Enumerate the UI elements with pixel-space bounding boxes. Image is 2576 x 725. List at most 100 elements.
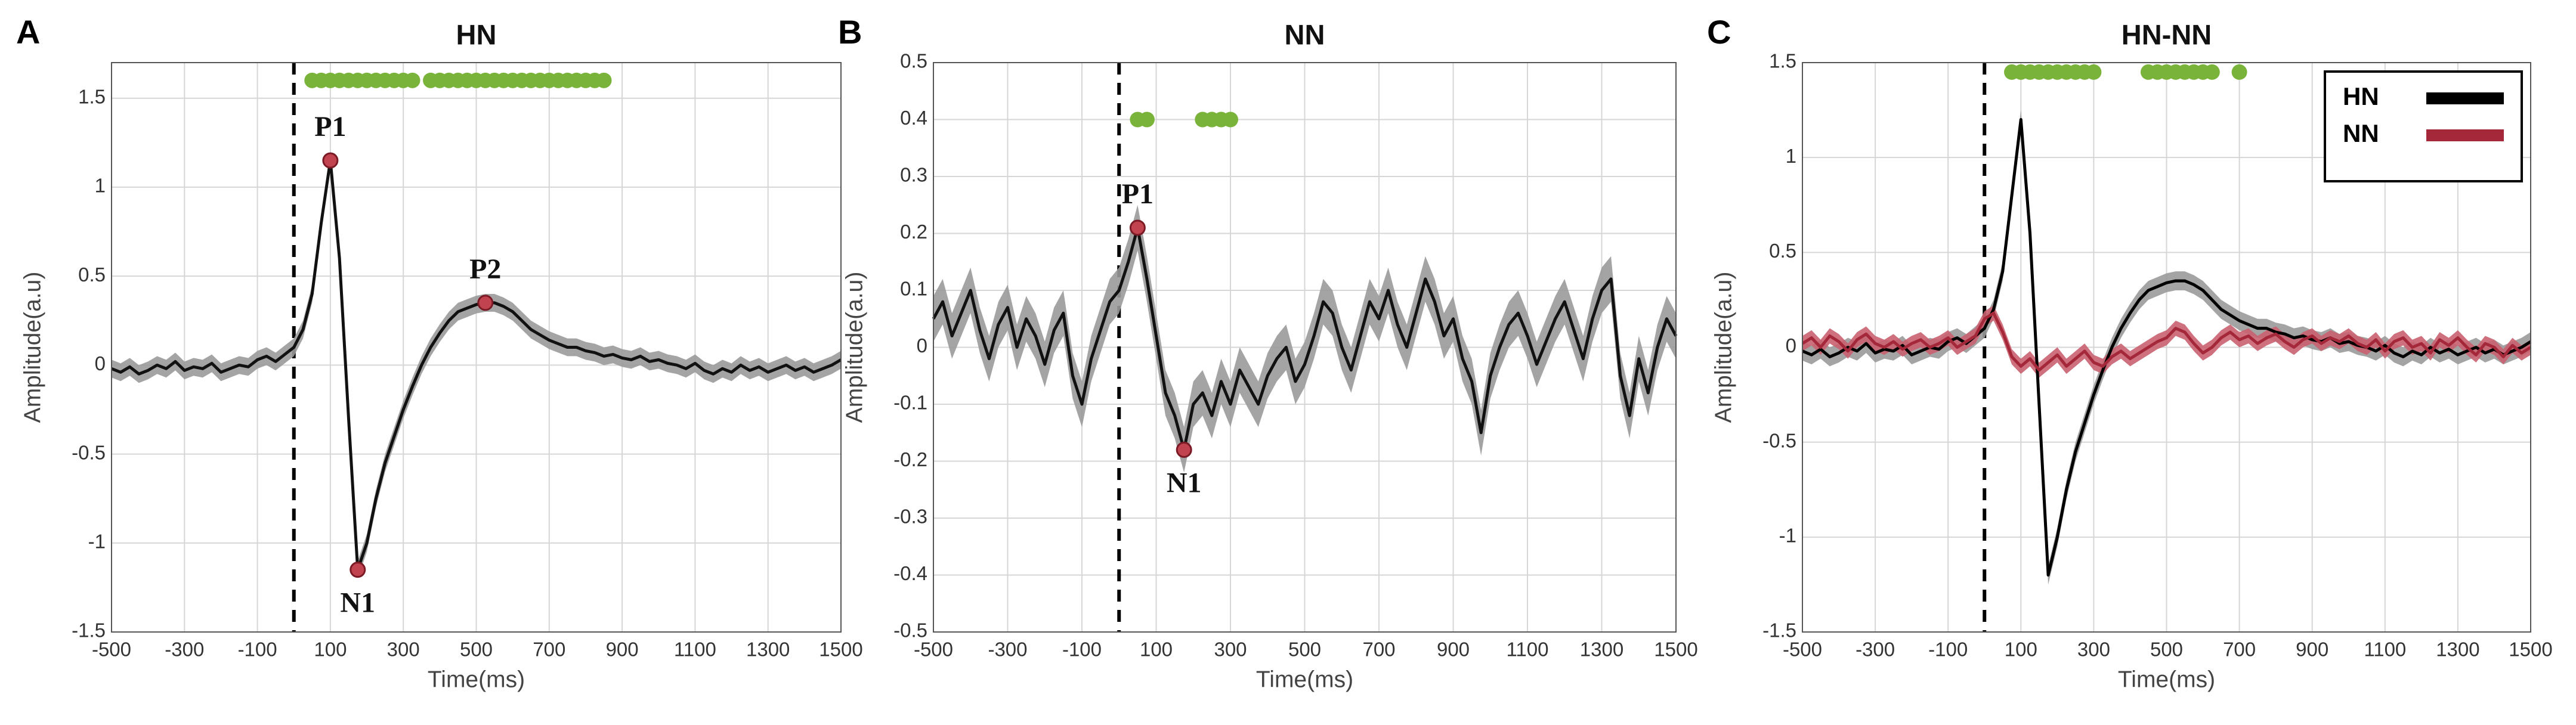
legend-label: HN: [2343, 82, 2379, 110]
x-tick-label: 900: [606, 639, 639, 661]
x-axis-label: Time(ms): [428, 667, 525, 692]
legend-label: NN: [2343, 119, 2379, 147]
x-tick-label: 700: [2223, 639, 2256, 661]
x-tick-label: -100: [1062, 639, 1102, 661]
x-tick-label: 1500: [1654, 639, 1697, 661]
y-tick-label: 0.4: [900, 107, 927, 129]
peak-marker: [1129, 219, 1146, 236]
x-tick-label: 1300: [2436, 639, 2479, 661]
peak-marker: [350, 562, 366, 578]
y-axis-label: Amplitude(a.u): [842, 272, 867, 423]
x-tick-label: 1300: [746, 639, 790, 661]
error-band: [1802, 305, 2531, 378]
significance-dot: [596, 72, 612, 88]
peak-label: N1: [1167, 467, 1202, 498]
y-tick-label: 0.5: [900, 50, 927, 72]
y-axis-label: Amplitude(a.u): [20, 272, 45, 423]
peak-marker: [322, 152, 339, 169]
significance-dot: [404, 72, 420, 88]
y-tick-label: -1: [88, 531, 106, 553]
y-tick-label: -1.5: [1762, 619, 1796, 642]
error-band: [933, 205, 1676, 473]
x-tick-label: 900: [1437, 639, 1470, 661]
y-tick-label: 0.2: [900, 221, 927, 243]
y-tick-label: 0.5: [78, 264, 106, 286]
legend-box: [2324, 70, 2523, 182]
y-tick-label: -1.5: [72, 619, 106, 642]
y-tick-label: -1: [1779, 525, 1796, 547]
x-tick-label: -100: [1928, 639, 1968, 661]
x-tick-label: 900: [2296, 639, 2328, 661]
peak-marker: [1176, 441, 1192, 458]
y-tick-label: -0.2: [893, 448, 927, 470]
x-tick-label: 100: [314, 639, 347, 661]
x-tick-label: -300: [988, 639, 1027, 661]
y-tick-label: 1.5: [78, 85, 106, 107]
panel-label: B: [838, 13, 862, 51]
peak-label: P1: [1122, 178, 1154, 210]
y-tick-label: 0: [1786, 334, 1796, 357]
x-tick-label: 300: [1214, 639, 1247, 661]
x-tick-label: 1500: [2509, 639, 2552, 661]
y-tick-label: -0.4: [893, 562, 927, 584]
plot-frame: [933, 62, 1677, 633]
x-tick-label: 500: [460, 639, 493, 661]
data-line: [1801, 311, 2532, 372]
chart-title: HN: [456, 18, 497, 50]
data-line: [932, 226, 1678, 451]
y-tick-label: 0.5: [1769, 240, 1796, 262]
x-tick-label: 500: [1288, 639, 1321, 661]
chart-title: HN-NN: [2122, 18, 2212, 50]
y-tick-label: 0: [95, 352, 106, 374]
y-tick-label: -0.5: [893, 619, 927, 642]
x-tick-label: 1100: [674, 639, 716, 661]
y-tick-label: -0.5: [72, 441, 106, 463]
significance-dot: [2231, 64, 2247, 80]
data-line: [111, 159, 842, 572]
peak-marker: [477, 295, 494, 311]
x-tick-label: -500: [92, 639, 131, 661]
significance-dot: [1223, 111, 1238, 128]
y-tick-label: -0.5: [1762, 429, 1796, 451]
x-tick-label: -300: [165, 639, 204, 661]
y-tick-label: -0.1: [893, 392, 927, 414]
plot-frame: [1802, 62, 2531, 633]
x-tick-label: -300: [1856, 639, 1895, 661]
peak-label: N1: [340, 587, 375, 619]
x-tick-label: -100: [238, 639, 277, 661]
y-tick-label: 0.3: [900, 164, 927, 186]
x-tick-label: 1100: [1507, 639, 1549, 661]
y-tick-label: 1: [95, 175, 106, 197]
x-tick-label: 300: [2077, 639, 2110, 661]
panel-label: C: [1707, 13, 1731, 51]
significance-dot: [1139, 111, 1155, 128]
x-tick-label: 100: [2005, 639, 2037, 661]
x-axis-label: Time(ms): [2118, 667, 2215, 692]
y-tick-label: 0: [917, 334, 927, 357]
plot-frame: [111, 62, 842, 633]
significance-dot: [2204, 64, 2220, 80]
y-tick-label: -0.3: [893, 506, 927, 528]
x-tick-label: 1100: [2364, 639, 2406, 661]
x-tick-label: 100: [1140, 639, 1173, 661]
y-tick-label: 0.1: [900, 278, 927, 300]
peak-label: P2: [469, 253, 501, 285]
chart-title: NN: [1285, 18, 1325, 50]
y-tick-label: 1.5: [1769, 50, 1796, 72]
y-axis-label: Amplitude(a.u): [1711, 272, 1736, 423]
x-tick-label: 700: [533, 639, 565, 661]
significance-dot: [2086, 64, 2102, 80]
x-tick-label: 300: [387, 639, 420, 661]
x-tick-label: -500: [914, 639, 953, 661]
peak-label: P1: [314, 111, 346, 142]
x-tick-label: 1300: [1580, 639, 1623, 661]
x-tick-label: 1500: [819, 639, 862, 661]
data-line: [1802, 118, 2532, 577]
x-tick-label: 500: [2150, 639, 2183, 661]
x-tick-label: -500: [1783, 639, 1822, 661]
y-tick-label: 1: [1786, 145, 1796, 167]
x-tick-label: 700: [1362, 639, 1395, 661]
x-axis-label: Time(ms): [1256, 667, 1353, 692]
